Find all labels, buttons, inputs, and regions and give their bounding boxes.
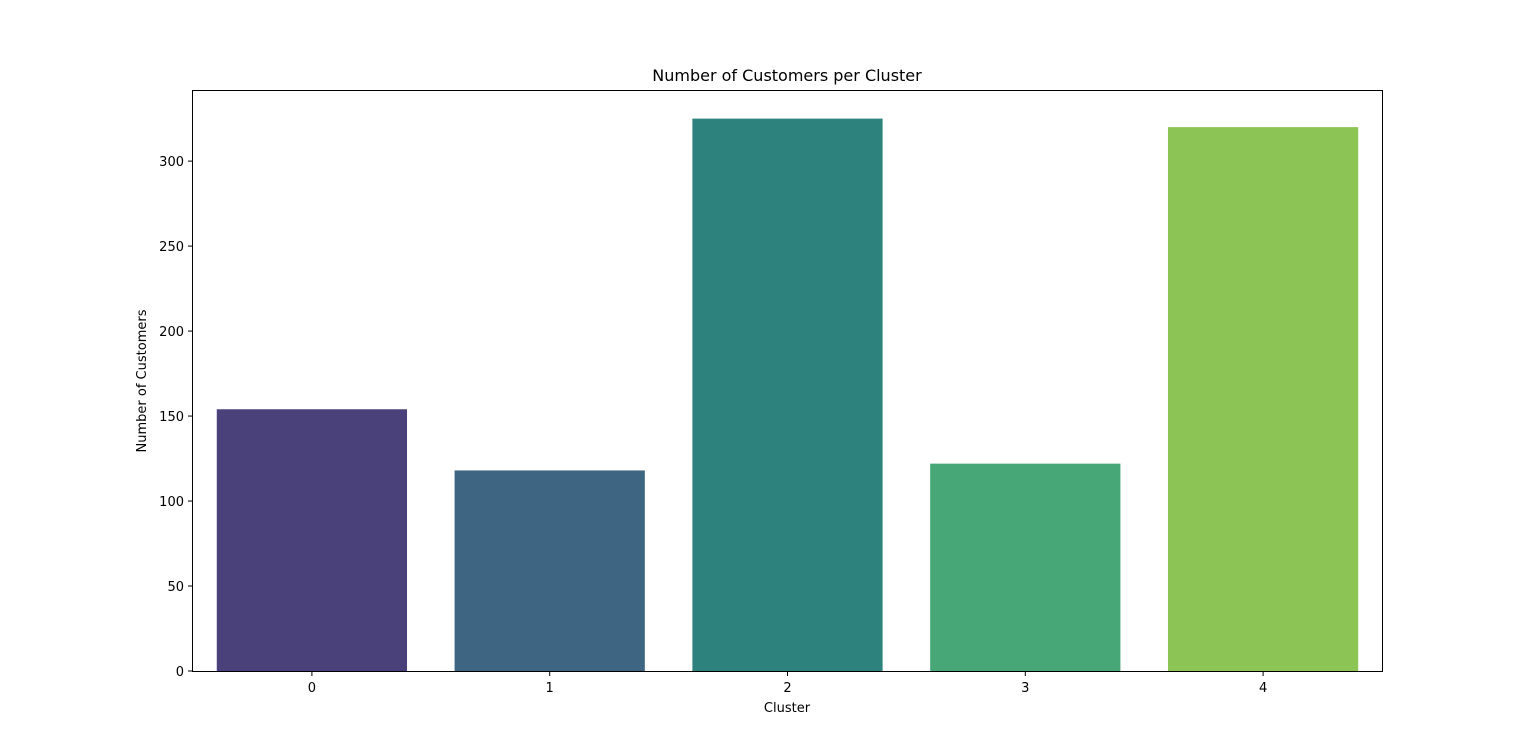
y-tick-label: 300 [159, 155, 184, 170]
y-tick-label: 50 [167, 580, 184, 595]
bar-cluster-2 [692, 118, 883, 672]
y-tick-label: 0 [176, 665, 184, 680]
x-tick-label: 2 [783, 681, 791, 696]
bar-cluster-4 [1167, 127, 1359, 672]
bar-cluster-3 [930, 463, 1121, 671]
y-tick-label: 200 [159, 325, 184, 340]
chart-title: Number of Customers per Cluster [652, 66, 922, 85]
x-tick-label: 0 [308, 681, 316, 696]
bar-cluster-1 [454, 470, 645, 671]
x-tick-label: 1 [546, 681, 554, 696]
bar-cluster-0 [216, 409, 408, 671]
y-tick-label: 250 [159, 240, 184, 255]
y-tick-label: 150 [159, 410, 184, 425]
plot-frame [192, 90, 1383, 672]
y-axis-ticks: 0 50 100 150 200 250 300 [159, 155, 193, 680]
x-axis-label: Cluster [764, 701, 811, 716]
y-tick-label: 100 [159, 495, 184, 510]
y-axis-label: Number of Customers [135, 309, 150, 452]
x-tick-label: 3 [1021, 681, 1029, 696]
bars-group [216, 118, 1359, 672]
x-tick-label: 4 [1259, 681, 1267, 696]
x-axis-ticks: 0 1 2 3 4 [308, 671, 1267, 696]
